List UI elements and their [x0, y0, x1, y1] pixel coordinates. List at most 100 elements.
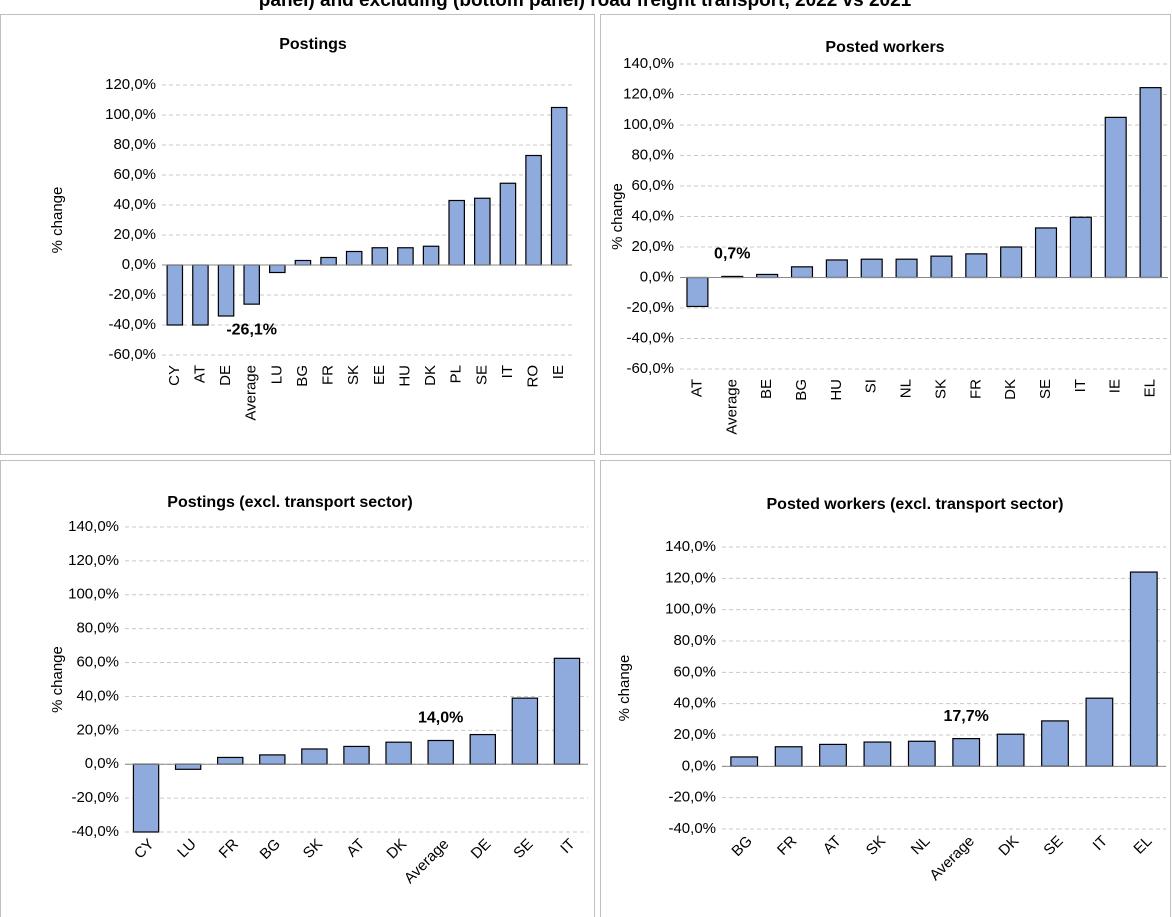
- x-tick-label: IT: [1072, 379, 1089, 392]
- y-tick-label: -40,0%: [71, 823, 119, 840]
- x-tick-label: IE: [1107, 379, 1124, 393]
- bar: [132, 763, 160, 833]
- x-tick-label: EE: [371, 365, 388, 385]
- bar: [371, 247, 389, 266]
- x-tick-label: IT: [557, 836, 578, 857]
- bar: [474, 197, 491, 266]
- x-tick-label: RO: [525, 365, 542, 388]
- x-tick-label: Average: [243, 365, 260, 421]
- y-tick-label: 100,0%: [105, 106, 156, 123]
- bar: [1041, 720, 1069, 767]
- y-tick-label: 100,0%: [623, 116, 674, 133]
- y-tick-label: 60,0%: [76, 654, 119, 671]
- x-tick-label: DK: [1002, 379, 1019, 400]
- x-tick-label: SE: [1037, 379, 1054, 399]
- x-tick-label: SK: [863, 833, 889, 859]
- x-tick-label: NL: [908, 833, 934, 859]
- x-tick-label: Average: [401, 836, 452, 887]
- chart-title: Postings (excl. transport sector): [167, 494, 412, 511]
- x-tick-label: BG: [728, 833, 755, 860]
- panel: [600, 460, 1171, 917]
- y-tick-label: -60,0%: [626, 360, 674, 377]
- y-tick-label: 100,0%: [68, 586, 119, 603]
- bar: [217, 756, 244, 765]
- y-tick-label: -40,0%: [626, 329, 674, 346]
- y-tick-label: 0,0%: [122, 256, 156, 273]
- bar: [996, 733, 1025, 767]
- x-tick-label: SE: [1040, 833, 1066, 859]
- bar: [1129, 571, 1158, 767]
- y-tick-label: 40,0%: [673, 695, 716, 712]
- data-label: 14,0%: [418, 710, 463, 727]
- bar: [553, 657, 581, 765]
- bar: [952, 738, 981, 767]
- x-tick-label: AT: [688, 379, 705, 397]
- bar: [397, 247, 414, 266]
- y-tick-label: 60,0%: [631, 177, 674, 194]
- panel: [0, 460, 595, 917]
- bar: [1069, 216, 1092, 279]
- data-label: -26,1%: [226, 321, 277, 338]
- x-tick-label: SK: [345, 365, 362, 385]
- y-axis-label: % change: [49, 187, 66, 254]
- bar: [860, 258, 883, 279]
- x-tick-label: SE: [473, 365, 490, 385]
- y-tick-label: 40,0%: [631, 207, 674, 224]
- bar: [469, 733, 496, 765]
- y-tick-label: 120,0%: [623, 85, 674, 102]
- x-tick-label: BG: [294, 365, 311, 387]
- x-tick-label: HU: [828, 379, 845, 401]
- bar: [166, 264, 184, 326]
- y-tick-label: 0,0%: [640, 268, 674, 285]
- x-tick-label: PL: [448, 365, 465, 383]
- bar: [499, 182, 517, 266]
- bar: [895, 258, 918, 279]
- bar: [343, 745, 370, 765]
- x-tick-label: FR: [320, 365, 337, 385]
- x-tick-label: HU: [396, 365, 413, 387]
- bar: [192, 264, 209, 326]
- bar: [730, 756, 759, 767]
- bar: [294, 259, 312, 266]
- bar: [525, 154, 542, 266]
- y-axis-label: % change: [49, 646, 66, 713]
- bar: [930, 255, 953, 279]
- x-tick-label: BE: [758, 379, 775, 399]
- bar: [1104, 116, 1127, 279]
- x-tick-label: BG: [793, 379, 810, 401]
- bar: [259, 754, 286, 765]
- x-tick-label: DK: [422, 365, 439, 386]
- bar: [819, 743, 847, 767]
- y-tick-label: 120,0%: [68, 552, 119, 569]
- y-tick-label: 140,0%: [665, 538, 716, 555]
- x-tick-label: SE: [510, 836, 536, 862]
- x-tick-label: SI: [863, 379, 880, 393]
- bar: [825, 259, 848, 279]
- x-tick-label: CY: [131, 836, 158, 863]
- y-axis-label: % change: [609, 183, 626, 250]
- bar: [320, 256, 337, 266]
- bar: [301, 748, 328, 765]
- data-label: 17,7%: [944, 708, 989, 725]
- y-tick-label: 100,0%: [665, 601, 716, 618]
- y-tick-label: 80,0%: [113, 136, 156, 153]
- bar: [965, 253, 988, 279]
- y-tick-label: 20,0%: [631, 238, 674, 255]
- data-label: 0,7%: [714, 246, 750, 263]
- y-tick-label: -20,0%: [108, 286, 156, 303]
- x-tick-label: EL: [1130, 833, 1155, 858]
- x-tick-label: FR: [216, 835, 242, 861]
- y-axis-label: % change: [616, 655, 633, 722]
- x-tick-label: CY: [166, 365, 183, 386]
- x-tick-label: DE: [217, 365, 234, 386]
- bar: [686, 276, 709, 308]
- bar: [550, 106, 568, 266]
- y-tick-label: -40,0%: [108, 316, 156, 333]
- y-tick-label: 80,0%: [631, 146, 674, 163]
- bar: [863, 741, 892, 767]
- x-tick-label: Average: [926, 833, 977, 884]
- chart-title: Postings: [279, 36, 347, 53]
- bar: [774, 746, 803, 767]
